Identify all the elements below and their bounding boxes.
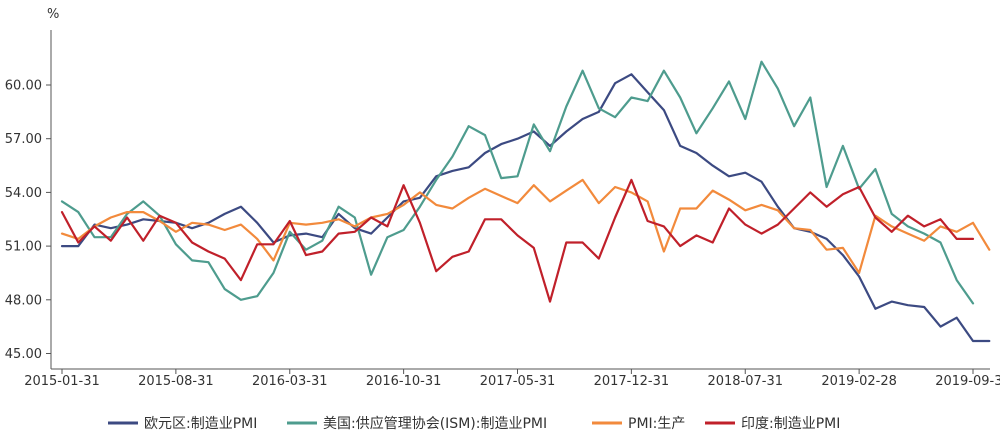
x-tick-label: 2019-02-28 xyxy=(821,374,897,389)
series-group xyxy=(60,60,991,343)
x-tick-label: 2017-12-31 xyxy=(594,374,670,389)
x-tick-label: 2016-10-31 xyxy=(366,374,442,389)
x-tick-label: 2015-08-31 xyxy=(138,374,214,389)
y-tick-label: 48.00 xyxy=(5,293,42,308)
y-tick-label: 51.00 xyxy=(5,240,42,255)
series-line-4 xyxy=(60,178,975,303)
y-tick-label: 57.00 xyxy=(5,132,42,147)
x-tick-label: 2019-09-30 xyxy=(935,374,1000,389)
series-line-3 xyxy=(60,178,991,274)
y-tick-label: 54.00 xyxy=(5,186,42,201)
series-line-2 xyxy=(60,60,975,305)
y-axis: 45.00 48.00 51.00 54.00 57.00 60.00 xyxy=(5,30,52,369)
x-tick-label: 2015-01-31 xyxy=(24,374,100,389)
x-axis: 2015-01-31 2015-08-31 2016-03-31 2016-10-31… xyxy=(24,368,1000,389)
legend: 欧元区:制造业PMI 美国:供应管理协会(ISM):制造业PMI PMI:生产 印度:… xyxy=(108,415,840,432)
legend-label: PMI:生产 xyxy=(628,416,685,432)
x-tick-label: 2016-03-31 xyxy=(252,374,328,389)
x-tick-label: 2018-07-31 xyxy=(707,374,783,389)
y-unit-label: % xyxy=(47,7,59,22)
legend-label: 欧元区:制造业PMI xyxy=(144,416,257,432)
legend-label: 印度:制造业PMI xyxy=(741,416,840,432)
y-tick-label: 45.00 xyxy=(5,347,42,362)
series-line-1 xyxy=(60,73,991,343)
x-tick-label: 2017-05-31 xyxy=(480,374,556,389)
legend-label: 美国:供应管理协会(ISM):制造业PMI xyxy=(323,415,547,432)
y-tick-label: 60.00 xyxy=(5,79,42,94)
